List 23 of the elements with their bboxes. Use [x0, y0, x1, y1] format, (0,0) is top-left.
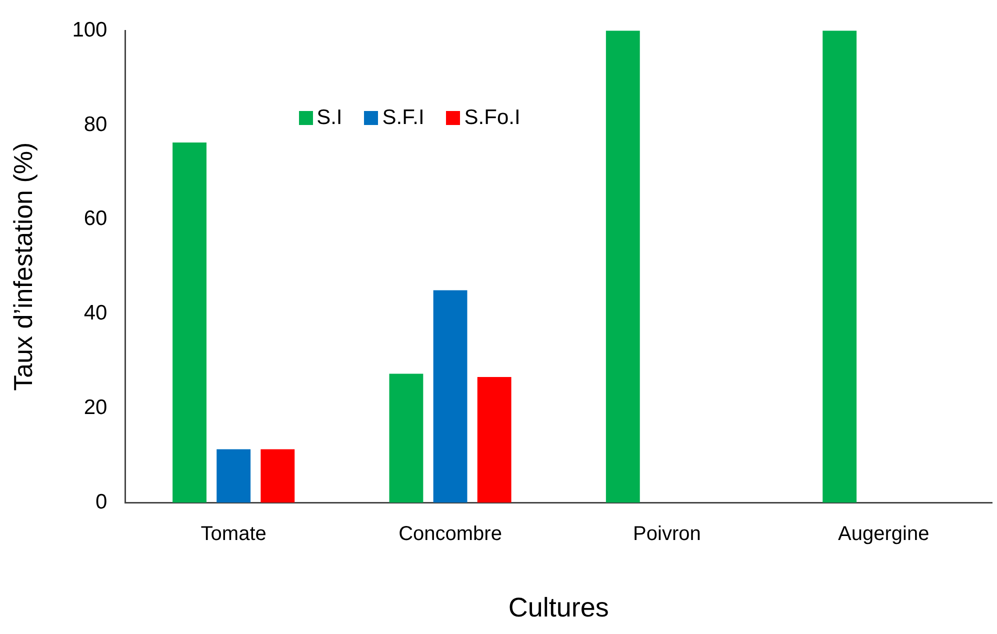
bar — [389, 374, 424, 503]
legend-label: S.F.I — [382, 106, 424, 130]
bar — [172, 142, 206, 503]
bar — [477, 377, 512, 503]
y-tick-label: 20 — [84, 396, 108, 419]
x-axis-title: Cultures — [508, 592, 609, 622]
x-tick-label: Concombre — [398, 523, 502, 546]
bar — [433, 290, 468, 503]
y-axis-title: Taux d’infestation (%) — [8, 142, 38, 391]
y-tick-label: 0 — [96, 490, 108, 514]
x-tick-label: Tomate — [200, 523, 266, 546]
x-tick-label: Augergine — [838, 523, 930, 546]
legend-label: S.I — [316, 106, 342, 130]
x-tick-label: Poivron — [633, 523, 701, 546]
bar — [260, 449, 295, 503]
bar — [216, 449, 251, 503]
y-tick-label: 60 — [84, 207, 108, 230]
y-tick-label: 100 — [72, 18, 108, 42]
y-tick-label: 40 — [84, 302, 108, 325]
bar — [822, 30, 857, 503]
bar — [606, 30, 640, 503]
legend-label: S.Fo.I — [464, 106, 520, 130]
y-tick-label: 80 — [84, 112, 108, 136]
